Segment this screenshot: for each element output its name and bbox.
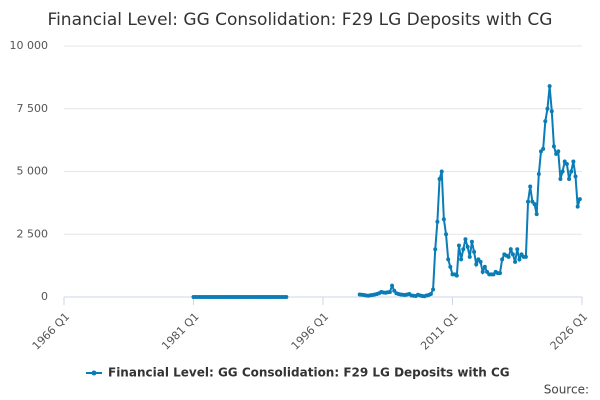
- x-tick-label: 1996 Q1: [289, 310, 332, 353]
- point: [456, 243, 461, 248]
- point: [437, 177, 442, 182]
- point: [510, 252, 515, 257]
- point: [534, 212, 539, 217]
- point: [428, 291, 433, 296]
- point: [551, 144, 556, 149]
- point: [439, 169, 444, 174]
- point: [536, 172, 541, 177]
- point: [575, 204, 580, 209]
- point: [549, 109, 554, 114]
- point: [528, 184, 533, 189]
- point: [515, 247, 520, 252]
- point: [567, 177, 572, 182]
- point: [541, 146, 546, 151]
- point: [558, 177, 563, 182]
- point: [569, 169, 574, 174]
- point: [532, 202, 537, 207]
- point: [433, 247, 438, 252]
- point: [508, 247, 513, 252]
- y-tick-label: 0: [41, 290, 48, 303]
- point: [545, 106, 550, 111]
- point: [459, 257, 464, 262]
- point: [463, 237, 468, 242]
- point: [513, 259, 518, 264]
- point: [441, 217, 446, 222]
- legend-marker: [91, 370, 97, 376]
- point: [547, 84, 552, 89]
- chart-title: Financial Level: GG Consolidation: F29 L…: [48, 10, 553, 30]
- series-line: [193, 86, 581, 298]
- point: [556, 149, 561, 154]
- point: [497, 271, 502, 276]
- point: [448, 264, 453, 269]
- point: [478, 259, 483, 264]
- point: [387, 289, 392, 294]
- point: [523, 254, 528, 259]
- point: [472, 249, 477, 254]
- x-tick-label: 2011 Q1: [418, 310, 461, 353]
- point: [461, 247, 466, 252]
- point: [564, 161, 569, 166]
- point: [482, 264, 487, 269]
- point: [444, 232, 449, 237]
- point: [517, 257, 522, 262]
- point: [454, 273, 459, 278]
- point: [571, 159, 576, 164]
- x-tick-label: 2026 Q1: [548, 310, 591, 353]
- point: [435, 219, 440, 224]
- y-tick-label: 7 500: [17, 102, 49, 115]
- point: [500, 257, 505, 262]
- point: [474, 262, 479, 267]
- point: [465, 244, 470, 249]
- point: [467, 254, 472, 259]
- point: [573, 174, 578, 179]
- point: [390, 283, 395, 288]
- source: Source:: [544, 383, 589, 397]
- point: [446, 257, 451, 262]
- point: [560, 169, 565, 174]
- point: [469, 239, 474, 244]
- x-tick-label: 1966 Q1: [30, 310, 73, 353]
- point: [543, 119, 548, 124]
- point: [506, 254, 511, 259]
- point: [284, 295, 289, 299]
- point: [526, 199, 531, 204]
- y-tick-label: 5 000: [17, 165, 49, 178]
- point: [431, 287, 436, 292]
- y-tick-label: 10 000: [10, 39, 49, 52]
- x-tick-label: 1981 Q1: [159, 310, 202, 353]
- legend-label: Financial Level: GG Consolidation: F29 L…: [108, 366, 510, 380]
- y-tick-label: 2 500: [17, 227, 49, 240]
- point: [480, 269, 485, 274]
- point: [577, 197, 582, 202]
